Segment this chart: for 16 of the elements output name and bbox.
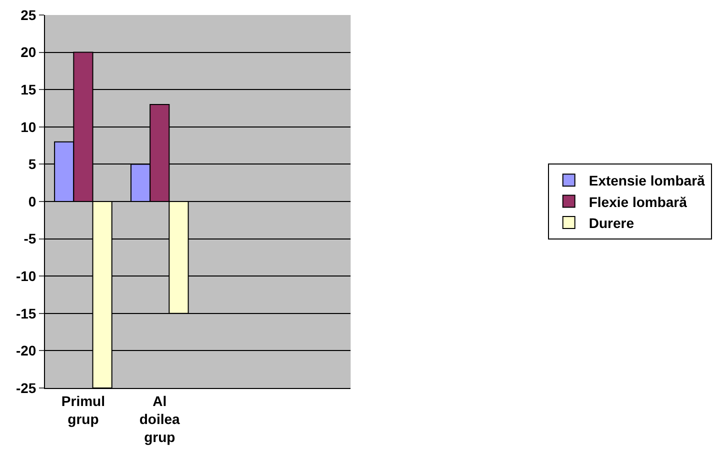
y-tick-label: 10: [20, 118, 36, 135]
legend-label: Durere: [588, 214, 634, 231]
y-tick-label: 20: [20, 44, 36, 60]
legend-label: Flexie lombară: [588, 194, 688, 210]
y-tick-label: -15: [16, 305, 36, 322]
y-tick-label: -10: [16, 268, 36, 284]
y-tick-label: -20: [16, 342, 36, 359]
y-tick-label: -25: [16, 380, 36, 396]
legend-label: Extensie lombară: [588, 172, 706, 189]
y-tick-label: 5: [28, 156, 36, 172]
x-tick-label: Primul grup: [61, 392, 105, 427]
y-tick-label: 25: [20, 6, 36, 23]
y-tick-label: 15: [20, 82, 36, 98]
y-tick-label: 0: [28, 193, 36, 210]
x-tick-label: Al doilea grup: [139, 392, 180, 446]
y-tick-label: -5: [24, 230, 36, 247]
